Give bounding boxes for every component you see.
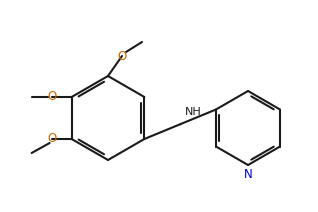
Text: O: O (117, 49, 127, 63)
Text: NH: NH (185, 107, 202, 117)
Text: O: O (47, 91, 56, 103)
Text: N: N (244, 168, 252, 181)
Text: O: O (47, 132, 56, 145)
